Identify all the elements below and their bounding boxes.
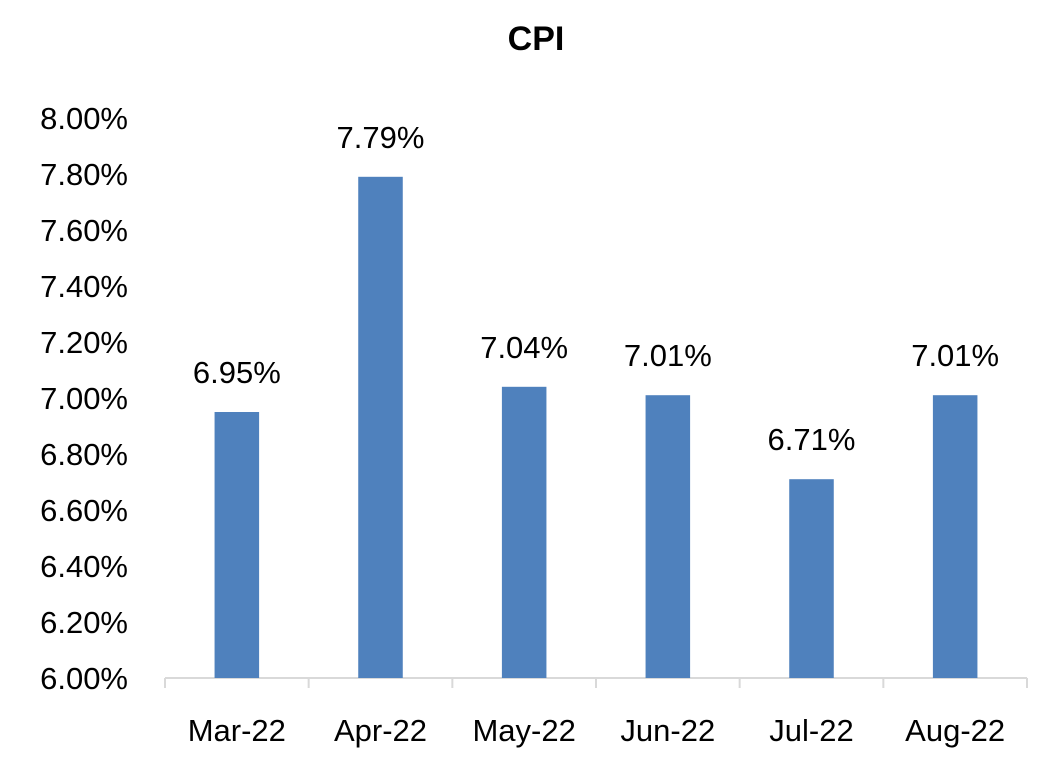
x-tick-label: Aug-22 [905, 713, 1005, 748]
data-label: 7.04% [480, 330, 568, 365]
bar-aug-22 [932, 395, 978, 678]
data-label: 6.71% [768, 422, 856, 457]
x-tick-label: Jun-22 [620, 713, 715, 748]
x-tick-label: Mar-22 [188, 713, 286, 748]
x-tick-label: Apr-22 [334, 713, 427, 748]
y-axis-tick-labels: 6.00% 6.20% 6.40% 6.60% 6.80% 7.00% 7.20% 7.40%… [40, 101, 128, 696]
data-label: 7.01% [624, 338, 712, 373]
chart-title: CPI [508, 20, 565, 58]
data-labels: 6.95% 7.79% 7.04% 7.01% 6.71% 7.01% [193, 120, 999, 457]
data-label: 6.95% [193, 355, 281, 390]
y-tick-label: 6.80% [40, 437, 128, 472]
y-tick-label: 7.40% [40, 269, 128, 304]
x-tick-label: Jul-22 [769, 713, 853, 748]
bar-may-22 [501, 386, 547, 678]
data-label: 7.01% [911, 338, 999, 373]
y-tick-label: 8.00% [40, 101, 128, 136]
y-tick-label: 7.80% [40, 157, 128, 192]
y-tick-label: 7.20% [40, 325, 128, 360]
bar-jul-22 [789, 479, 834, 678]
x-tick-label: May-22 [472, 713, 575, 748]
x-axis-tick-labels: Mar-22 Apr-22 May-22 Jun-22 Jul-22 Aug-22 [188, 713, 1005, 748]
y-tick-label: 6.00% [40, 661, 128, 696]
bar-apr-22 [358, 176, 403, 679]
bar-jun-22 [645, 395, 691, 678]
x-axis [164, 677, 1028, 688]
bars [214, 176, 978, 679]
y-tick-label: 7.60% [40, 213, 128, 248]
y-tick-label: 7.00% [40, 381, 128, 416]
data-label: 7.79% [337, 120, 425, 155]
y-tick-label: 6.40% [40, 549, 128, 584]
bar-mar-22 [214, 412, 260, 678]
y-tick-label: 6.20% [40, 605, 128, 640]
y-tick-label: 6.60% [40, 493, 128, 528]
